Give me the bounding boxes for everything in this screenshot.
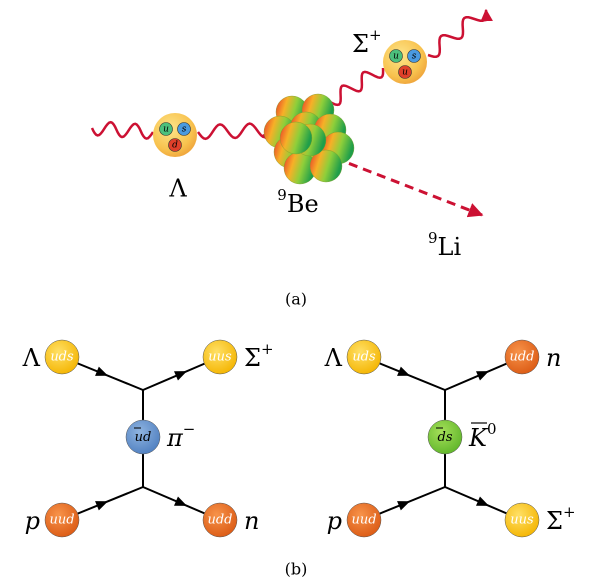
arrowhead bbox=[397, 497, 412, 511]
arrowhead bbox=[174, 367, 189, 381]
particle-label: p bbox=[25, 507, 40, 535]
nucleus bbox=[264, 94, 354, 184]
quark: d bbox=[172, 141, 178, 151]
particle-label: K0 bbox=[468, 420, 496, 452]
wave bbox=[198, 124, 272, 139]
particle-label: Σ+ bbox=[244, 340, 274, 372]
arrowhead bbox=[95, 367, 110, 381]
particle-label: Λ bbox=[22, 344, 41, 372]
arrowhead bbox=[174, 497, 189, 511]
particle-label: Λ bbox=[324, 344, 343, 372]
quark-content: uds bbox=[50, 350, 74, 365]
sigma-label: Σ+ bbox=[352, 26, 382, 58]
particle-label: n bbox=[546, 344, 561, 372]
sigma-ball: u s u bbox=[383, 40, 427, 84]
arrowhead bbox=[476, 367, 491, 381]
particle-label: π− bbox=[166, 420, 195, 452]
quark: u bbox=[163, 125, 169, 135]
nucleon bbox=[280, 122, 312, 154]
wave bbox=[330, 68, 383, 105]
caption: (a) bbox=[285, 290, 307, 309]
lambda-ball: u s d bbox=[153, 113, 197, 157]
product-label: 9Li bbox=[428, 229, 461, 261]
arrowhead bbox=[476, 497, 491, 511]
arrowhead bbox=[95, 497, 110, 511]
wave bbox=[428, 10, 486, 57]
quark-content: uus bbox=[510, 513, 534, 528]
quark-content: ds bbox=[438, 430, 453, 445]
quark: u bbox=[402, 68, 408, 78]
quark: s bbox=[182, 125, 187, 135]
particle-label: n bbox=[244, 507, 259, 535]
caption: (b) bbox=[285, 560, 308, 579]
quark-content: udd bbox=[509, 350, 534, 365]
arrowhead bbox=[397, 367, 412, 381]
quark-content: ud bbox=[135, 430, 152, 445]
quark-content: uds bbox=[352, 350, 376, 365]
panel-a: u s d Λ 9Be u s u Σ+ 9Li (a) bbox=[92, 10, 486, 309]
quark-content: udd bbox=[207, 513, 232, 528]
target-label: 9Be bbox=[277, 186, 318, 218]
quark: u bbox=[393, 52, 399, 62]
quark-content: uud bbox=[351, 513, 376, 528]
quark-content: uus bbox=[208, 350, 232, 365]
figure: u s d Λ 9Be u s u Σ+ 9Li (a) (b) udsΛuus… bbox=[0, 0, 591, 584]
quark: s bbox=[412, 52, 417, 62]
lambda-label: Λ bbox=[168, 175, 187, 203]
wave bbox=[92, 122, 153, 138]
quark-content: uud bbox=[49, 513, 74, 528]
particle-label: Σ+ bbox=[546, 503, 576, 535]
dashed-arrow bbox=[335, 158, 482, 215]
particle-label: p bbox=[327, 507, 342, 535]
